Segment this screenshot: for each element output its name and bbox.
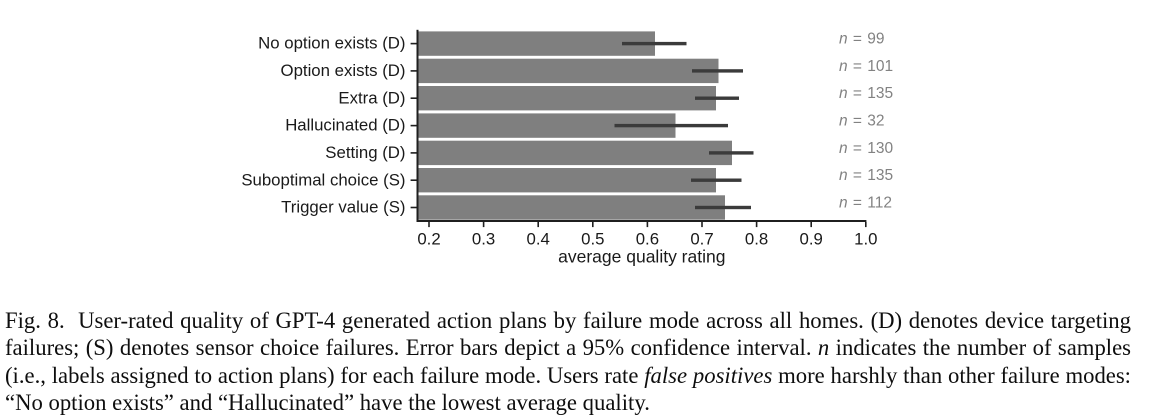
svg-text:0.4: 0.4 — [527, 229, 550, 248]
svg-text:Hallucinated (D): Hallucinated (D) — [285, 116, 405, 135]
svg-text:Setting (D): Setting (D) — [325, 143, 405, 162]
svg-text:Option exists (D): Option exists (D) — [281, 61, 406, 80]
svg-text:Suboptimal choice (S): Suboptimal choice (S) — [241, 170, 405, 189]
svg-text:n = 130: n = 130 — [839, 140, 894, 157]
svg-text:0.6: 0.6 — [636, 229, 659, 248]
svg-text:No option exists (D): No option exists (D) — [258, 34, 405, 53]
svg-text:n = 135: n = 135 — [839, 167, 893, 184]
svg-text:n = 135: n = 135 — [839, 85, 893, 102]
svg-text:n = 32: n = 32 — [839, 113, 885, 130]
svg-text:0.8: 0.8 — [745, 229, 768, 248]
svg-text:0.5: 0.5 — [581, 229, 604, 248]
svg-text:0.7: 0.7 — [690, 229, 713, 248]
svg-text:0.9: 0.9 — [800, 229, 823, 248]
svg-text:Extra (D): Extra (D) — [338, 88, 405, 107]
svg-text:n = 99: n = 99 — [839, 31, 885, 48]
svg-text:0.2: 0.2 — [417, 229, 440, 248]
svg-text:Trigger value (S): Trigger value (S) — [281, 198, 405, 217]
svg-text:average quality rating: average quality rating — [558, 247, 725, 267]
svg-text:n = 112: n = 112 — [839, 194, 892, 211]
svg-text:n = 101: n = 101 — [839, 58, 893, 75]
svg-text:1.0: 1.0 — [854, 229, 877, 248]
svg-text:0.3: 0.3 — [472, 229, 495, 248]
